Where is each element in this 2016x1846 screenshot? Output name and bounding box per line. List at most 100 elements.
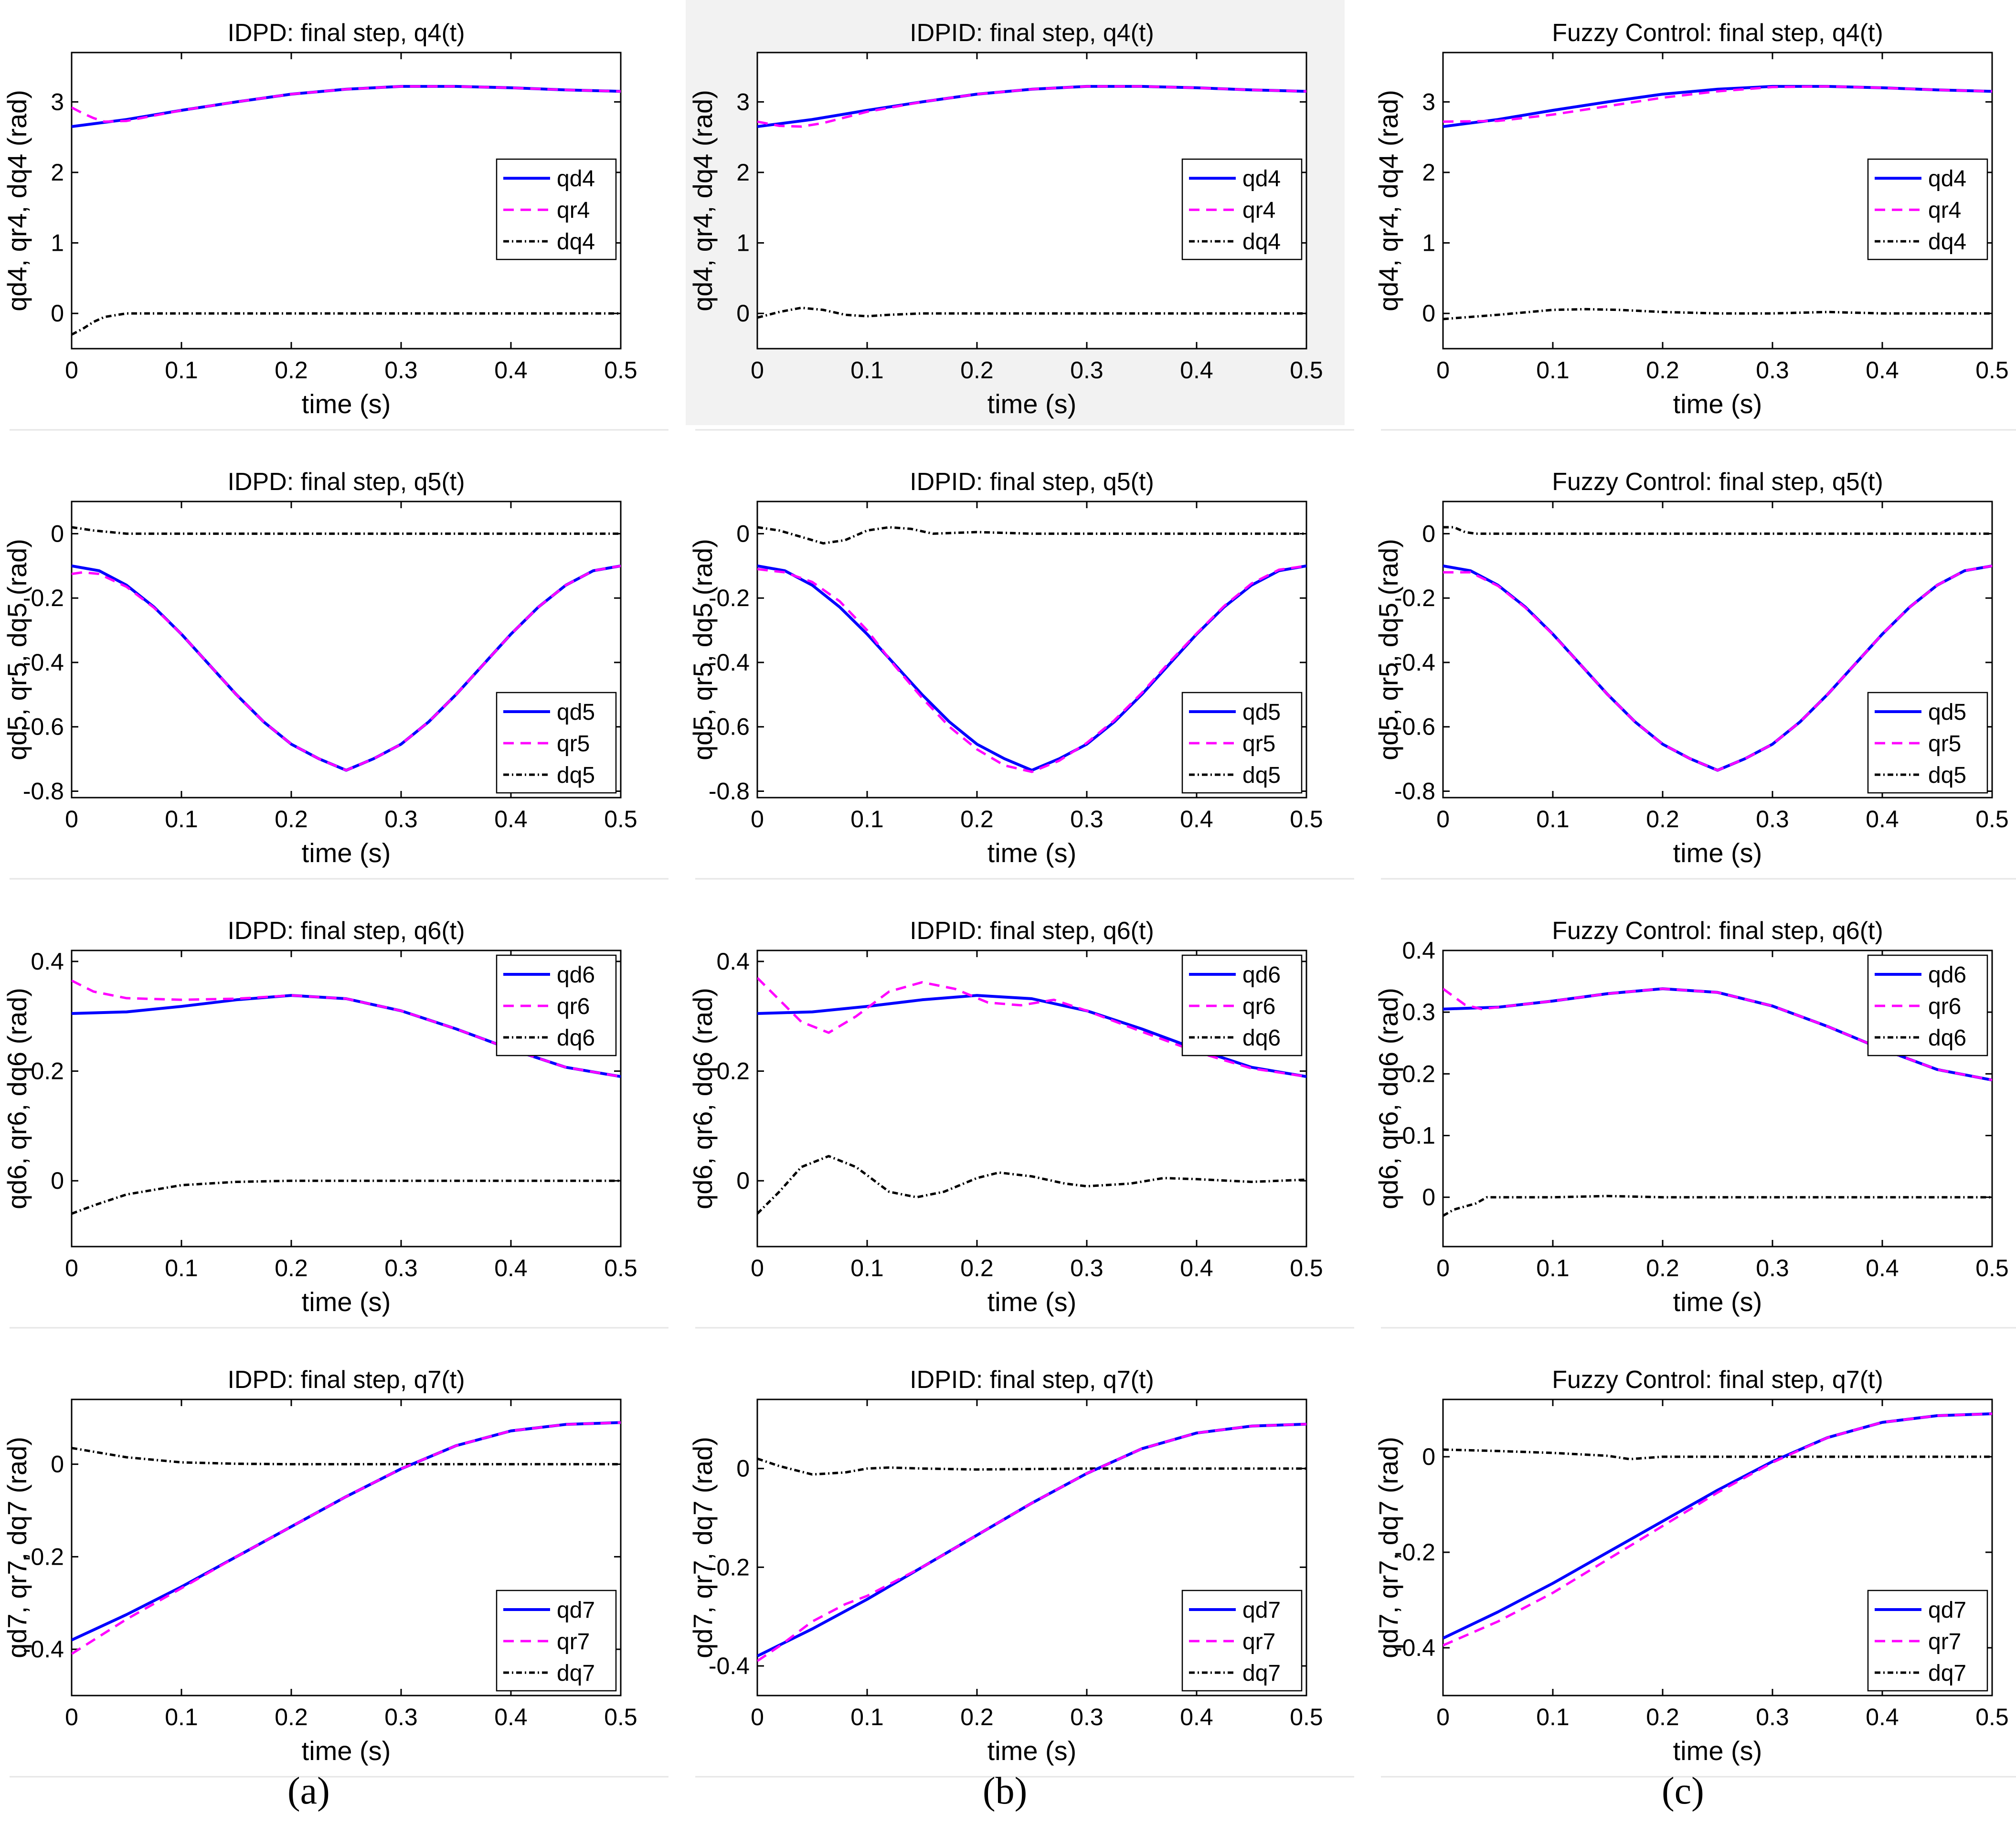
y-tick-label: -0.8 xyxy=(23,778,64,805)
x-tick-label: 0.4 xyxy=(494,806,528,832)
x-axis-label: time (s) xyxy=(1673,838,1762,868)
legend-label-qr6: qr6 xyxy=(1242,994,1275,1019)
x-tick-label: 0 xyxy=(1436,1704,1450,1730)
x-tick-label: 0.5 xyxy=(604,357,637,384)
chart-title: IDPD: final step, q4(t) xyxy=(227,19,465,47)
y-tick-label: 2 xyxy=(1422,159,1435,186)
x-tick-label: 0.1 xyxy=(1536,806,1570,832)
x-tick-label: 0.2 xyxy=(960,1255,994,1281)
x-tick-label: 0.5 xyxy=(1290,357,1323,384)
series-qr6 xyxy=(757,977,1306,1078)
x-tick-label: 0.1 xyxy=(1536,1255,1570,1281)
x-tick-label: 0.5 xyxy=(1975,806,2009,832)
y-tick-label: 0.4 xyxy=(31,948,64,975)
x-tick-label: 0.3 xyxy=(1070,1704,1103,1730)
x-tick-label: 0.4 xyxy=(494,357,528,384)
series-dq4 xyxy=(1443,308,1992,320)
legend-label-qr4: qr4 xyxy=(1242,198,1275,223)
x-tick-label: 0.5 xyxy=(604,1255,637,1281)
y-tick-label: -0.2 xyxy=(709,585,750,611)
legend-label-dq4: dq4 xyxy=(1928,229,1966,255)
chart-panel-5: 0 0.1 0.2 0.3 0.4 0.5 0 -0.2 -0.4 -0.6 -0.8 Fuzzy C… xyxy=(1373,468,2016,880)
legend-box xyxy=(496,954,617,1056)
x-tick-label: 0.3 xyxy=(384,1255,418,1281)
x-tick-label: 0 xyxy=(751,357,764,384)
legend-label-qd4: qd4 xyxy=(1242,166,1281,192)
x-axis-label: time (s) xyxy=(302,389,391,419)
x-axis-label: time (s) xyxy=(302,1287,391,1317)
series-qr4 xyxy=(757,85,1306,128)
legend: qd6 qr6 dq6 xyxy=(1867,954,1988,1056)
x-tick-label: 0.1 xyxy=(850,357,884,384)
y-axis-label: qd5, qr5, dq5 (rad) xyxy=(688,539,718,760)
chart-panel-9: 0 0.1 0.2 0.3 0.4 0.5 0 -0.2 -0.4 IDPD: final ste… xyxy=(2,1366,668,1778)
chart-panel-11: 0 0.1 0.2 0.3 0.4 0.5 0 -0.2 -0.4 Fuzzy Control: … xyxy=(1373,1366,2016,1778)
legend-label-dq4: dq4 xyxy=(1242,229,1281,255)
x-tick-label: 0.5 xyxy=(604,806,637,832)
x-tick-label: 0 xyxy=(65,357,78,384)
chart-title: IDPD: final step, q7(t) xyxy=(227,1366,465,1394)
x-tick-label: 0.5 xyxy=(1975,1255,2009,1281)
series-qr4 xyxy=(1443,85,1992,123)
series-dq7 xyxy=(757,1457,1306,1476)
legend-label-qd5: qd5 xyxy=(1242,700,1281,725)
y-tick-label: 1 xyxy=(1422,230,1435,256)
x-tick-label: 0 xyxy=(65,806,78,832)
x-tick-label: 0.1 xyxy=(165,1704,198,1730)
x-tick-label: 0.2 xyxy=(1646,357,1679,384)
legend-box xyxy=(1181,1590,1303,1692)
legend: qd7 qr7 dq7 xyxy=(1181,1590,1303,1692)
y-tick-label: 3 xyxy=(1422,88,1435,115)
x-tick-label: 0.2 xyxy=(275,357,308,384)
y-tick-label: -0.2 xyxy=(1394,585,1435,611)
y-tick-label: -0.4 xyxy=(23,649,64,676)
y-tick-label: -0.2 xyxy=(23,1543,64,1570)
series-dq5 xyxy=(72,526,621,535)
x-tick-label: 0.4 xyxy=(1180,1255,1213,1281)
chart-title: Fuzzy Control: final step, q5(t) xyxy=(1552,468,1883,496)
legend-label-qd5: qd5 xyxy=(557,700,595,725)
caption-a: (a) xyxy=(287,1770,330,1812)
x-tick-label: 0.5 xyxy=(1290,806,1323,832)
legend-label-qd4: qd4 xyxy=(1928,166,1966,192)
x-tick-label: 0.1 xyxy=(165,806,198,832)
legend-box xyxy=(1181,692,1303,794)
legend: qd4 qr4 dq4 xyxy=(1181,158,1303,260)
x-axis-label: time (s) xyxy=(1673,1287,1762,1317)
x-tick-label: 0.1 xyxy=(850,1704,884,1730)
series-dq4 xyxy=(757,306,1306,319)
series-dq6 xyxy=(757,1155,1306,1215)
legend: qd5 qr5 dq5 xyxy=(496,692,617,794)
y-tick-label: 0 xyxy=(1422,520,1435,547)
y-axis-label: qd6, qr6, dq6 (rad) xyxy=(688,988,718,1209)
x-axis-label: time (s) xyxy=(1673,389,1762,419)
legend-label-qr7: qr7 xyxy=(557,1629,590,1654)
chart-title: IDPD: final step, q5(t) xyxy=(227,468,465,496)
legend-label-dq6: dq6 xyxy=(557,1025,595,1051)
legend-label-qd7: qd7 xyxy=(1928,1598,1966,1623)
chart-title: IDPID: final step, q4(t) xyxy=(910,19,1154,47)
y-tick-label: -0.8 xyxy=(709,778,750,805)
chart-panel-6: 0 0.1 0.2 0.3 0.4 0.5 0 0.2 0.4 IDPD: final step,… xyxy=(2,917,668,1329)
x-tick-label: 0 xyxy=(1436,357,1450,384)
y-tick-label: 0 xyxy=(736,300,750,327)
y-tick-label: -0.6 xyxy=(709,714,750,740)
y-axis-label: qd5, qr5, dq5 (rad) xyxy=(1373,539,1403,760)
legend-label-qr4: qr4 xyxy=(1928,198,1961,223)
y-tick-label: -0.4 xyxy=(1394,649,1435,676)
legend-label-dq4: dq4 xyxy=(557,229,595,255)
x-tick-label: 0.1 xyxy=(850,806,884,832)
series-qr5 xyxy=(1443,565,1992,772)
x-tick-label: 0 xyxy=(65,1704,78,1730)
y-tick-label: 3 xyxy=(736,88,750,115)
x-tick-label: 0.4 xyxy=(1866,357,1899,384)
y-axis-label: qd7, qr7, dq7 (rad) xyxy=(2,1437,32,1658)
x-tick-label: 0 xyxy=(751,806,764,832)
y-tick-label: -0.4 xyxy=(1394,1634,1435,1661)
y-tick-label: 0.2 xyxy=(1402,1060,1435,1087)
y-tick-label: -0.4 xyxy=(709,649,750,676)
series-dq7 xyxy=(72,1447,621,1466)
chart-panel-7: 0 0.1 0.2 0.3 0.4 0.5 0 0.2 0.4 IDPID: final step… xyxy=(688,917,1354,1329)
x-tick-label: 0.4 xyxy=(1180,357,1213,384)
